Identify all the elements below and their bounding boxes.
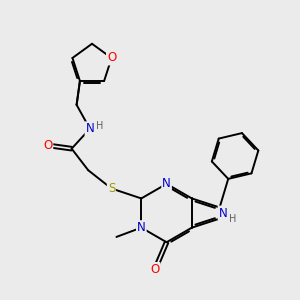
Text: H: H [96,121,103,131]
Text: N: N [219,206,227,220]
Text: O: O [43,139,52,152]
Text: S: S [108,182,115,195]
Text: N: N [162,177,171,190]
Text: O: O [107,52,116,64]
Text: N: N [137,221,146,234]
Text: H: H [229,214,236,224]
Text: O: O [150,263,160,276]
Text: N: N [85,122,94,135]
